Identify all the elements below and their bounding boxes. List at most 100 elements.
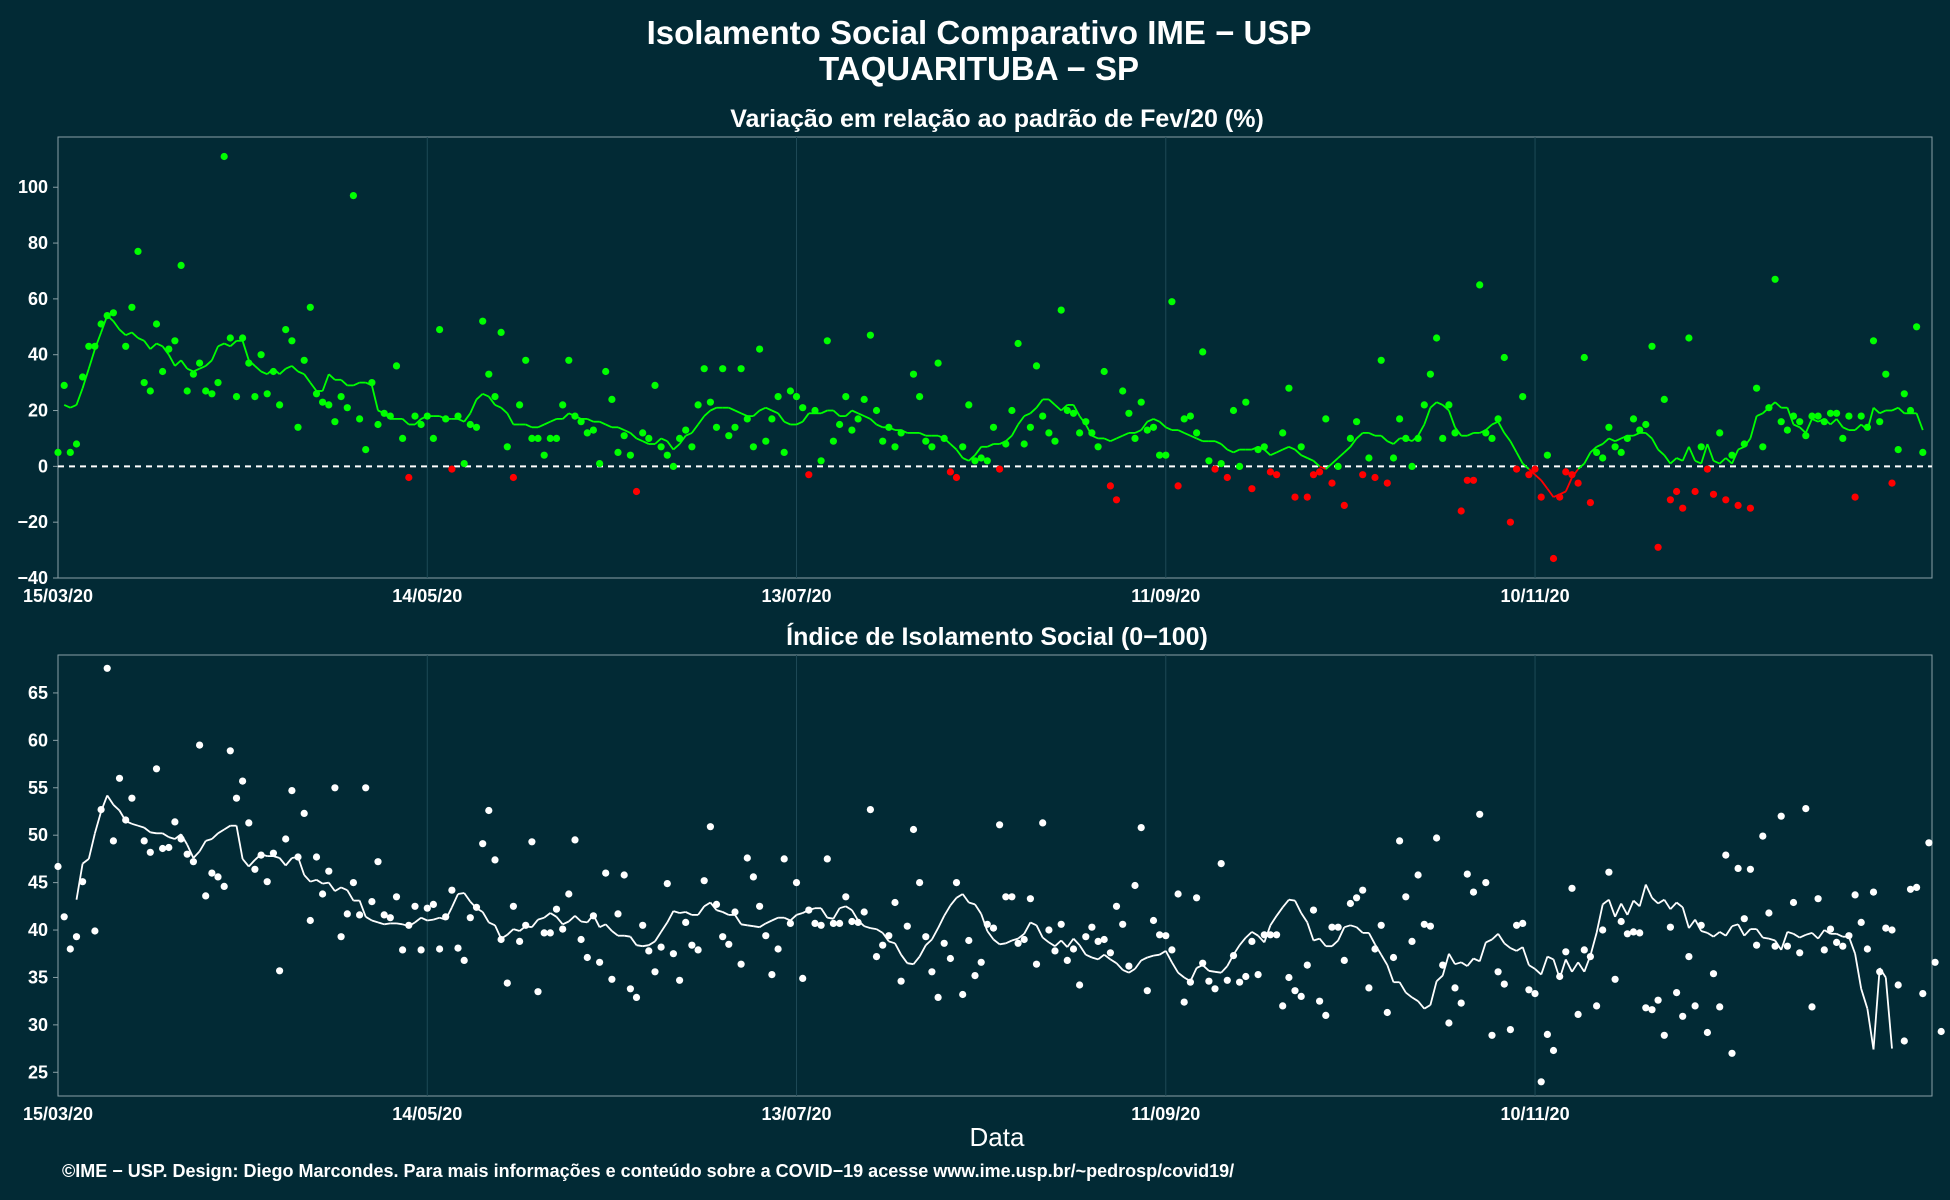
- data-point: [1353, 418, 1361, 426]
- data-point: [940, 939, 948, 947]
- data-point: [1057, 920, 1065, 928]
- data-point: [1420, 401, 1428, 409]
- data-point: [706, 823, 715, 831]
- data-point: [1051, 437, 1059, 445]
- moving-average-segment: [303, 874, 311, 883]
- data-point: [1913, 883, 1921, 892]
- moving-average-segment: [488, 921, 496, 927]
- data-point: [872, 953, 881, 961]
- data-point: [1273, 931, 1281, 939]
- data-point: [1162, 932, 1170, 940]
- data-point: [1131, 434, 1139, 442]
- moving-average-segment: [87, 348, 96, 369]
- data-point: [1451, 429, 1459, 437]
- moving-average-segment: [734, 914, 742, 925]
- moving-average-segment: [1466, 957, 1475, 967]
- moving-average-segment: [137, 824, 145, 829]
- moving-average-segment: [1676, 901, 1684, 909]
- data-point: [257, 851, 265, 859]
- moving-average-segment: [537, 423, 545, 429]
- data-point: [300, 809, 308, 818]
- data-point: [362, 784, 370, 792]
- moving-average-segment: [112, 804, 121, 812]
- data-point: [1722, 496, 1730, 504]
- data-point: [1242, 972, 1250, 981]
- data-point: [1322, 415, 1330, 423]
- data-point: [823, 337, 831, 345]
- moving-average-segment: [1318, 938, 1327, 947]
- moving-average-segment: [869, 418, 878, 426]
- moving-average-segment: [851, 909, 859, 921]
- moving-average-segment: [1681, 446, 1690, 462]
- data-point: [756, 902, 764, 910]
- data-point: [1316, 997, 1324, 1005]
- data-point: [1580, 946, 1588, 954]
- data-point: [1488, 1031, 1496, 1039]
- data-point: [460, 460, 468, 468]
- data-point: [214, 379, 222, 387]
- data-point: [1697, 921, 1705, 929]
- moving-average-segment: [1312, 460, 1321, 468]
- data-point: [1229, 406, 1238, 415]
- moving-average-segment: [1891, 406, 1899, 412]
- moving-average-segment: [1466, 432, 1474, 437]
- moving-average-segment: [371, 919, 379, 924]
- moving-average-segment: [974, 903, 982, 915]
- moving-average-segment: [82, 858, 90, 865]
- moving-average-segment: [1023, 921, 1032, 935]
- moving-average-segment: [1737, 923, 1746, 937]
- data-point: [152, 320, 161, 328]
- data-point: [700, 877, 708, 885]
- data-point: [737, 365, 745, 373]
- data-point: [792, 879, 801, 887]
- moving-average-segment: [1700, 930, 1708, 934]
- data-point: [282, 835, 290, 843]
- moving-average-segment: [1509, 440, 1518, 453]
- data-point: [1112, 496, 1121, 504]
- data-point: [1771, 942, 1779, 950]
- moving-average-segment: [1048, 398, 1056, 406]
- data-point: [1020, 440, 1028, 448]
- data-point: [1248, 937, 1256, 946]
- moving-average-segment: [1386, 964, 1395, 983]
- data-point: [977, 958, 985, 966]
- moving-average-segment: [377, 921, 385, 926]
- data-point: [903, 922, 911, 930]
- moving-average-segment: [1220, 443, 1228, 451]
- data-point: [1057, 306, 1065, 314]
- data-point: [516, 937, 524, 946]
- data-point: [306, 303, 314, 311]
- moving-average-segment: [1614, 437, 1622, 443]
- data-point: [1371, 473, 1379, 482]
- data-point: [392, 893, 401, 901]
- moving-average-segment: [137, 337, 145, 342]
- data-point: [1839, 434, 1847, 442]
- x-tick-label: 15/03/20: [23, 586, 93, 606]
- data-point: [700, 365, 708, 373]
- data-point: [1026, 895, 1034, 903]
- data-point: [552, 434, 561, 442]
- moving-average-segment: [1651, 897, 1659, 905]
- moving-average-segment: [919, 432, 927, 437]
- data-point: [639, 921, 647, 929]
- data-point: [1519, 393, 1527, 401]
- data-point: [645, 434, 653, 442]
- data-point: [257, 351, 265, 359]
- data-point: [1205, 977, 1213, 985]
- data-point: [909, 370, 918, 378]
- data-point: [503, 979, 511, 987]
- moving-average-segment: [1528, 468, 1536, 476]
- data-point: [1863, 423, 1871, 431]
- data-point: [54, 862, 62, 871]
- data-point: [1076, 429, 1084, 437]
- data-point: [608, 395, 616, 403]
- data-point: [546, 434, 554, 442]
- data-point: [657, 943, 665, 951]
- data-point: [811, 919, 819, 928]
- data-point: [454, 412, 462, 420]
- data-point: [1679, 1012, 1687, 1020]
- moving-average-segment: [1651, 437, 1659, 451]
- data-point: [1353, 894, 1361, 902]
- moving-average-segment: [1731, 923, 1739, 928]
- data-point: [743, 415, 751, 423]
